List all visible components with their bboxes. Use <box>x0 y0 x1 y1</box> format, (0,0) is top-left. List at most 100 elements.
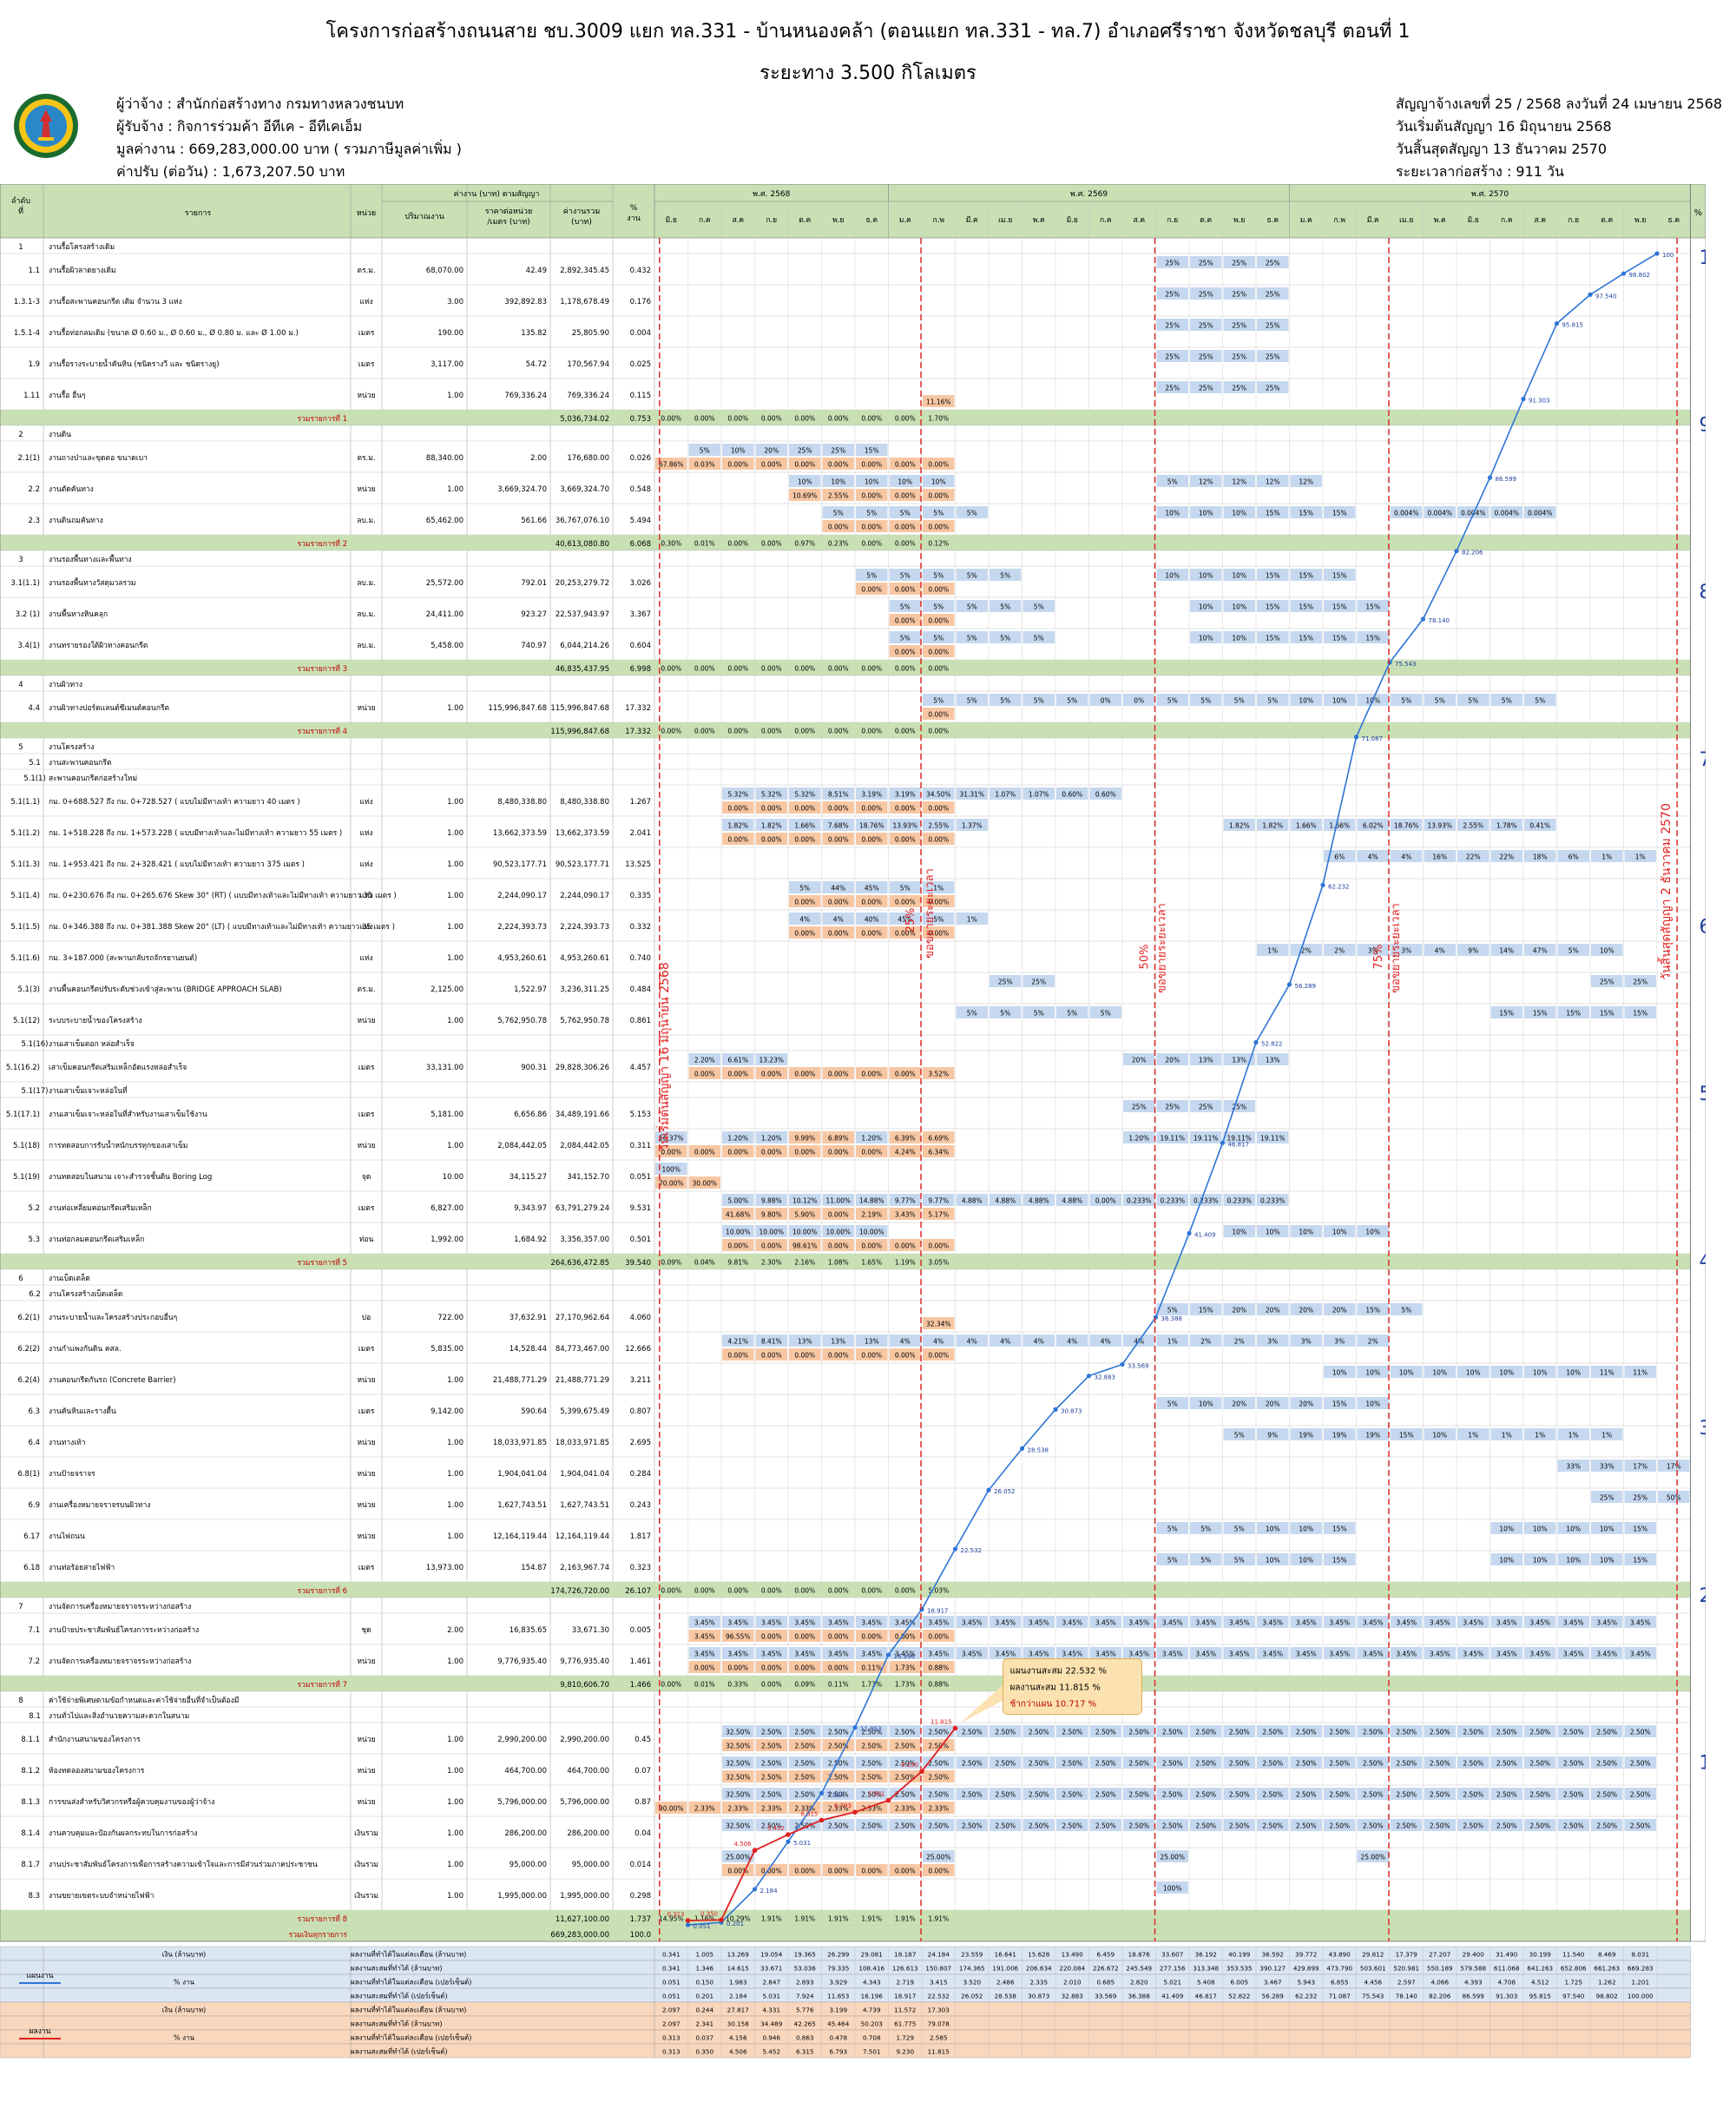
plan-value: 0.00% <box>761 728 782 735</box>
scale-label: 30 <box>1700 1418 1706 1440</box>
group-no: 5.1(16) <box>22 1040 49 1049</box>
plan-value: 5% <box>1167 478 1178 486</box>
plan-value: 10% <box>1600 1557 1614 1565</box>
plan-cell <box>1391 506 1423 518</box>
actual-cell <box>789 1348 821 1361</box>
item-no: 5.1(1.6) <box>10 954 40 963</box>
plan-cell <box>1156 1616 1188 1628</box>
actual-cell <box>822 520 854 532</box>
plan-cell <box>856 444 888 456</box>
plan-value: 10% <box>1533 1525 1548 1533</box>
plan-cell <box>755 1053 787 1065</box>
plan-cell <box>1190 600 1222 612</box>
plan-cell <box>789 913 821 925</box>
actual-value: 2.33% <box>928 1805 949 1813</box>
item-qty: 24,411.00 <box>426 610 464 619</box>
plan-value: 2.50% <box>794 1760 815 1768</box>
plan-cell <box>1391 1366 1423 1378</box>
plan-cell <box>1357 1397 1389 1409</box>
plan-value: 3.45% <box>1128 1651 1149 1658</box>
actual-cell <box>722 833 754 845</box>
plan-value: 10% <box>1232 635 1246 642</box>
item-unit: หน่วย <box>357 1501 375 1510</box>
plan-value: 2.50% <box>1329 1760 1350 1768</box>
plan-value: 25% <box>1266 291 1280 299</box>
actual-cell <box>889 1802 921 1814</box>
summary-value: 33.671 <box>760 1965 782 1973</box>
plan-value: 2.50% <box>1296 1760 1317 1768</box>
plan-cell <box>1524 1522 1556 1534</box>
subtotal-pct: 6.068 <box>630 540 651 549</box>
plan-value: 10.12% <box>792 1197 818 1205</box>
actual-cell <box>923 926 955 939</box>
plan-cell <box>822 1819 854 1831</box>
actual-cell <box>856 1661 888 1673</box>
plan-value: 3.45% <box>928 1651 949 1658</box>
plan-value: 12% <box>1266 478 1280 486</box>
plan-value: 0.00% <box>761 415 782 423</box>
plan-value: 3.45% <box>727 1619 748 1627</box>
plan-value: 9.77% <box>895 1197 916 1205</box>
plan-curve-label: 62.232 <box>1328 883 1350 890</box>
plan-cell <box>789 787 821 800</box>
item-pct: 0.284 <box>630 1470 651 1479</box>
actual-cell <box>856 1802 888 1814</box>
item-unit-price: 34,115.27 <box>510 1173 547 1182</box>
actual-value: 2.50% <box>928 1774 949 1782</box>
plan-value: 15% <box>1332 603 1347 611</box>
plan-curve-label: 95.815 <box>1562 322 1584 329</box>
plan-cell <box>1023 1819 1055 1831</box>
item-unit-price: 6,656.86 <box>514 1110 547 1119</box>
plan-cell <box>923 569 955 581</box>
summary-value: 2.010 <box>1063 1979 1082 1987</box>
plan-value: 12% <box>1199 478 1213 486</box>
month-label: ธ.ค <box>865 216 878 225</box>
plan-cell <box>856 1194 888 1206</box>
plan-cell <box>856 1819 888 1831</box>
plan-cell <box>1391 1756 1423 1769</box>
plan-cell <box>1257 631 1289 643</box>
plan-cell <box>1023 1006 1055 1018</box>
plan-value: 5% <box>1067 1010 1077 1018</box>
plan-value: 1.70% <box>928 415 949 423</box>
item-name: งานท่อร้อยสายไฟฟ้า <box>49 1563 115 1572</box>
item-name: การทดสอบการรับน้ำหนักบรรทุกของเสาเข็ม <box>49 1140 187 1150</box>
plan-cell <box>1190 350 1222 362</box>
item-qty: 1.00 <box>447 1657 464 1666</box>
actual-value: 0.00% <box>828 1242 849 1250</box>
plan-value: 0.233% <box>1194 1197 1219 1205</box>
item-amount: 2,244,090.17 <box>560 892 609 900</box>
callout-pointer <box>960 1684 1003 1723</box>
summary-value: 46.817 <box>1195 1993 1217 2000</box>
plan-cell <box>1324 1647 1356 1659</box>
plan-cell <box>1290 1756 1322 1769</box>
plan-value: 13% <box>1232 1057 1246 1064</box>
plan-value: 18.76% <box>859 822 884 830</box>
plan-value: 5% <box>1034 635 1044 642</box>
plan-value: 10% <box>1432 1432 1447 1440</box>
plan-value: 0.00% <box>727 415 748 423</box>
plan-cell <box>1524 506 1556 518</box>
plan-value: 2.50% <box>1262 1760 1283 1768</box>
actual-curve-point <box>852 1809 858 1815</box>
actual-value: 1.73% <box>895 1664 916 1672</box>
plan-cell <box>1257 1303 1289 1315</box>
summary-value: 3.467 <box>1264 1979 1282 1987</box>
plan-cell <box>1123 1100 1155 1112</box>
plan-curve-label: 0.051 <box>694 1923 711 1930</box>
plan-value: 10.29% <box>726 1915 751 1923</box>
plan-value: 5% <box>967 635 977 642</box>
plan-cell <box>1424 944 1456 956</box>
plan-curve-label: 30.873 <box>1061 1407 1082 1414</box>
plan-value: 0% <box>1101 697 1111 705</box>
actual-curve-label: 11.815 <box>930 1718 952 1725</box>
plan-cell <box>822 787 854 800</box>
actual-value: 0.00% <box>727 805 748 813</box>
plan-curve-point <box>1253 1040 1259 1045</box>
item-no: 5.1(17.1) <box>6 1110 40 1119</box>
actual-value: 0.00% <box>861 930 882 938</box>
plan-cell <box>722 1819 754 1831</box>
actual-cell <box>755 1239 787 1251</box>
summary-value: 0.051 <box>662 1993 681 2000</box>
milestone-25-label: 25% <box>904 908 917 933</box>
